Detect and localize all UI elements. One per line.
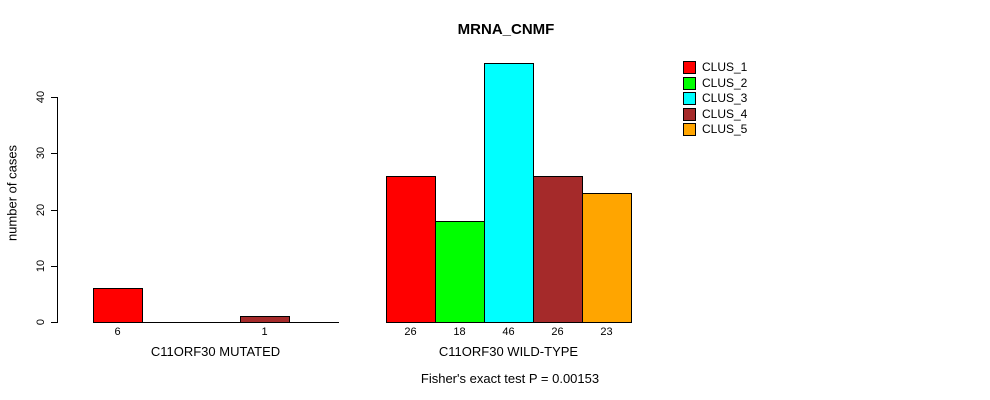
bar-clus_4 bbox=[240, 316, 290, 323]
bar-clus_3 bbox=[484, 63, 534, 323]
y-tick-label: 40 bbox=[35, 90, 47, 104]
fisher-test-annotation: Fisher's exact test P = 0.00153 bbox=[420, 371, 600, 386]
legend-label: CLUS_1 bbox=[702, 60, 748, 74]
bar-clus_1 bbox=[386, 176, 436, 323]
legend-item-clus_4: CLUS_4 bbox=[683, 108, 747, 121]
legend-item-clus_1: CLUS_1 bbox=[683, 61, 747, 74]
bar-clus_2 bbox=[435, 221, 485, 323]
legend-swatch-icon bbox=[683, 123, 696, 136]
y-tick bbox=[51, 322, 58, 323]
y-tick-label: 10 bbox=[35, 259, 47, 273]
bar-clus_4 bbox=[533, 176, 583, 323]
legend-item-clus_5: CLUS_5 bbox=[683, 123, 747, 136]
y-tick-label: 0 bbox=[35, 318, 47, 326]
y-tick-label: 20 bbox=[35, 203, 47, 217]
legend-label: CLUS_2 bbox=[702, 76, 748, 90]
y-tick bbox=[51, 266, 58, 267]
legend-label: CLUS_5 bbox=[702, 122, 748, 136]
bar-value-label: 26 bbox=[404, 326, 417, 338]
bar-value-label: 1 bbox=[261, 326, 268, 338]
x-axis-baseline bbox=[93, 322, 339, 323]
y-axis-title: number of cases bbox=[4, 144, 20, 242]
y-tick-label: 30 bbox=[35, 146, 47, 160]
bar-value-label: 26 bbox=[551, 326, 564, 338]
legend-swatch-icon bbox=[683, 108, 696, 121]
bar-value-label: 46 bbox=[502, 326, 515, 338]
bar-value-label: 23 bbox=[600, 326, 613, 338]
bar-value-label: 6 bbox=[114, 326, 121, 338]
group-axis-label: C11ORF30 WILD-TYPE bbox=[438, 344, 579, 359]
chart-title: MRNA_CNMF bbox=[457, 21, 555, 38]
bar-clus_5 bbox=[582, 193, 632, 323]
legend-swatch-icon bbox=[683, 92, 696, 105]
legend-swatch-icon bbox=[683, 77, 696, 90]
y-tick bbox=[51, 153, 58, 154]
legend-swatch-icon bbox=[683, 61, 696, 74]
bar-value-label: 18 bbox=[453, 326, 466, 338]
y-tick bbox=[51, 210, 58, 211]
legend-label: CLUS_4 bbox=[702, 107, 748, 121]
bar-clus_1 bbox=[93, 288, 143, 323]
legend-item-clus_2: CLUS_2 bbox=[683, 77, 747, 90]
y-tick bbox=[51, 97, 58, 98]
legend-label: CLUS_3 bbox=[702, 91, 748, 105]
group-axis-label: C11ORF30 MUTATED bbox=[150, 344, 281, 359]
legend-item-clus_3: CLUS_3 bbox=[683, 92, 747, 105]
